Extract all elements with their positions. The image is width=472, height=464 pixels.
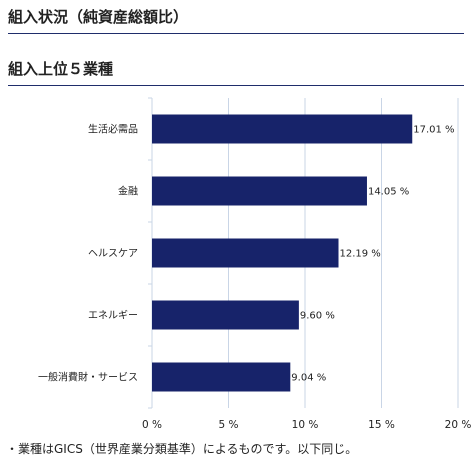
value-label-0: 17.01 % bbox=[413, 125, 454, 136]
bar-4 bbox=[152, 362, 291, 392]
holdings-status-heading: 組入状況（純資産総額比） bbox=[8, 8, 189, 26]
value-label-2: 12.19 % bbox=[340, 249, 381, 260]
x-tick-label-1: 5 % bbox=[219, 419, 239, 431]
top5-sectors-heading: 組入上位５業種 bbox=[8, 60, 114, 78]
category-label-3: エネルギー bbox=[88, 310, 138, 322]
category-label-1: 金融 bbox=[118, 185, 138, 198]
value-label-1: 14.05 % bbox=[368, 187, 409, 198]
bar-3 bbox=[152, 300, 299, 330]
bar-2 bbox=[152, 238, 339, 268]
x-tick-label-2: 10 % bbox=[292, 419, 319, 431]
x-tick-label-3: 15 % bbox=[368, 419, 395, 431]
value-label-3: 9.60 % bbox=[300, 311, 335, 322]
bars bbox=[152, 114, 413, 392]
bar-0 bbox=[152, 114, 413, 144]
category-label-4: 一般消費財・サービス bbox=[38, 371, 138, 384]
bar-1 bbox=[152, 176, 367, 206]
x-axis-tick-labels: 0 % 5 % 10 % 15 % 20 % bbox=[142, 419, 471, 431]
x-tick-label-0: 0 % bbox=[142, 419, 162, 431]
value-labels: 17.01 % 14.05 % 12.19 % 9.60 % 9.04 % bbox=[291, 125, 454, 384]
category-label-2: ヘルスケア bbox=[88, 248, 138, 260]
heading-divider bbox=[8, 85, 464, 86]
footnote: ・業種はGICS（世界産業分類基準）によるものです。以下同じ。 bbox=[6, 442, 358, 456]
heading-divider bbox=[8, 33, 464, 34]
value-label-4: 9.04 % bbox=[291, 373, 326, 384]
category-label-0: 生活必需品 bbox=[88, 123, 138, 136]
x-tick-label-4: 20 % bbox=[445, 419, 472, 431]
